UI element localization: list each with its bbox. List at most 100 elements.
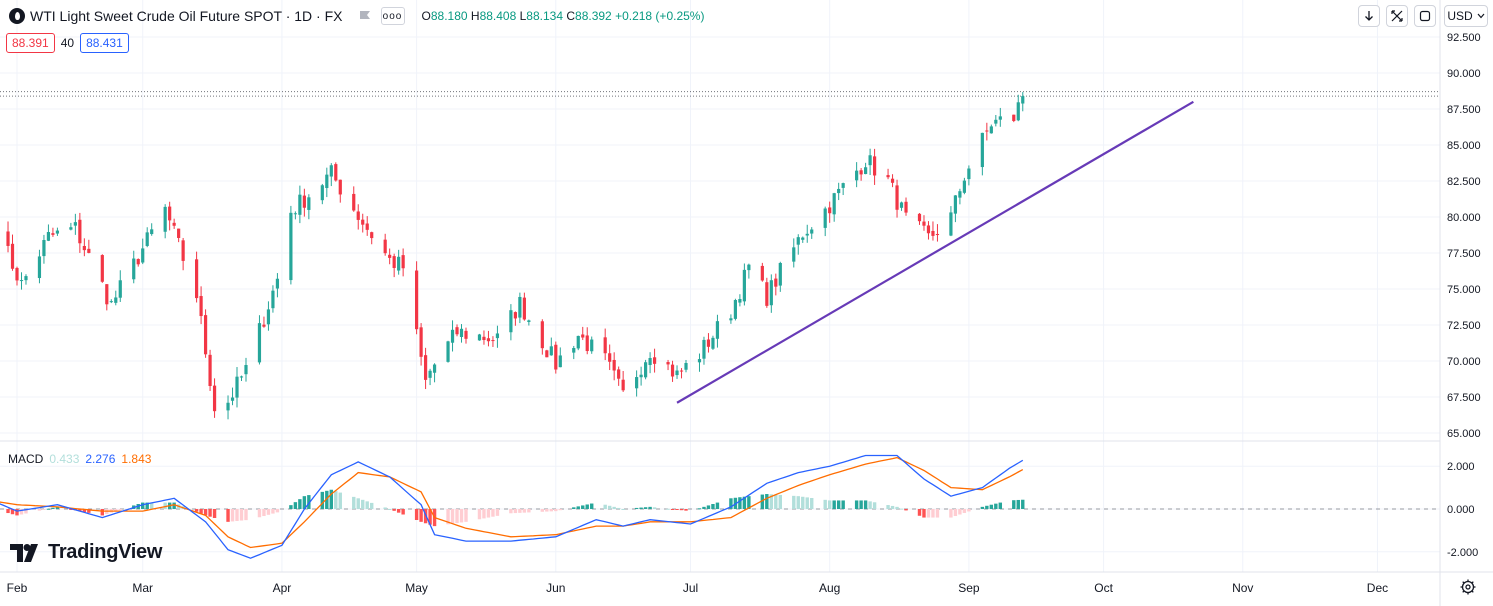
- candle-down: [828, 207, 832, 214]
- macd-histogram-bar: [46, 508, 51, 510]
- price-axis[interactable]: 92.500 90.000 87.500 85.000 82.500 80.000 77.5…: [1447, 32, 1481, 440]
- fullscreen-icon[interactable]: [1386, 5, 1408, 27]
- candle-up: [805, 233, 809, 236]
- candle-down: [208, 354, 212, 387]
- time-tick-label: Feb: [7, 581, 28, 595]
- candle-down: [87, 248, 91, 253]
- flag-icon[interactable]: [357, 8, 373, 24]
- candle-up: [989, 126, 993, 134]
- macd-histogram-bar: [715, 502, 720, 509]
- candle-down: [666, 362, 670, 365]
- macd-histogram-bar: [769, 494, 774, 509]
- macd-histogram-bar: [6, 509, 10, 514]
- macd-histogram-bar: [666, 508, 670, 510]
- price-tick-label: 90.000: [1447, 68, 1481, 80]
- macd-histogram-bar: [42, 509, 46, 510]
- macd-histogram-bar: [141, 502, 145, 509]
- macd-histogram-bar: [464, 509, 468, 522]
- macd-histogram-bar: [832, 500, 836, 509]
- macd-histogram-bar: [742, 496, 747, 509]
- candle-down: [1012, 114, 1016, 121]
- macd-axis[interactable]: 2.000 0.000 -2.000: [1447, 461, 1478, 559]
- bid-price-button[interactable]: 88.391: [6, 33, 55, 53]
- macd-legend[interactable]: MACD 0.433 2.276 1.843: [8, 452, 151, 466]
- macd-line: [0, 454, 1024, 559]
- candle-up: [244, 365, 248, 375]
- time-tick-label: Mar: [132, 581, 153, 595]
- tradingview-logo[interactable]: TradingView: [10, 541, 162, 564]
- chevron-down-icon: [1477, 13, 1485, 19]
- candle-up: [1016, 102, 1020, 121]
- macd-histogram-bar: [482, 509, 486, 519]
- candle-down: [581, 334, 585, 338]
- symbol-title[interactable]: WTI Light Sweet Crude Oil Future SPOT · …: [4, 2, 412, 30]
- candle-up: [477, 334, 482, 341]
- candle-up: [648, 358, 652, 365]
- price-tick-label: 72.500: [1447, 320, 1481, 332]
- price-tick-label: 85.000: [1447, 140, 1481, 152]
- ask-price-button[interactable]: 88.431: [80, 33, 129, 53]
- macd-histogram-bar: [271, 509, 275, 514]
- candle-down: [522, 297, 526, 320]
- macd-histogram-bar: [540, 509, 545, 512]
- macd-histogram-bar: [872, 502, 877, 509]
- candle-up: [46, 232, 51, 241]
- macd-histogram-bar: [82, 509, 87, 512]
- macd-histogram-bar: [401, 509, 405, 515]
- candle-up: [994, 119, 998, 124]
- bid-ask-row: 88.391 40 88.431: [6, 33, 129, 53]
- change-value: +0.218 (+0.25%): [615, 9, 705, 23]
- price-tick-label: 67.500: [1447, 392, 1481, 404]
- reset-icon[interactable]: [1414, 5, 1436, 27]
- candle-down: [177, 228, 181, 238]
- macd-histogram-bar: [836, 500, 841, 509]
- candle-down: [203, 315, 208, 355]
- macd-histogram-bar: [414, 509, 419, 521]
- macd-histogram-bar: [863, 500, 868, 509]
- candle-up: [527, 320, 531, 322]
- candle-down: [78, 219, 82, 244]
- macd-histogram-bar: [590, 503, 594, 509]
- time-axis[interactable]: FebMarAprMayJunJulAugSepOctNovDec2024: [7, 581, 1493, 595]
- macd-histogram-bar: [935, 509, 940, 518]
- macd-histogram-bar: [203, 509, 208, 516]
- candle-down: [554, 344, 558, 370]
- settings-gear-icon[interactable]: [1459, 578, 1477, 596]
- candle-up: [446, 341, 450, 362]
- candle-up: [711, 337, 715, 349]
- candles-series: [6, 92, 1025, 420]
- candle-up: [980, 132, 984, 168]
- macd-histogram-bar: [576, 506, 580, 509]
- open-value: 88.180: [430, 9, 468, 23]
- close-value: 88.392: [575, 9, 612, 23]
- macd-histogram-bar: [518, 509, 522, 513]
- macd-histogram-bar: [854, 500, 859, 509]
- macd-histogram-bar: [774, 494, 778, 509]
- candle-down: [415, 270, 419, 330]
- candle-down: [904, 201, 908, 213]
- candle-up: [73, 222, 77, 226]
- currency-selector[interactable]: USD: [1444, 5, 1488, 27]
- macd-histogram-bar: [841, 500, 845, 509]
- currency-label: USD: [1447, 9, 1473, 23]
- candle-down: [774, 278, 778, 287]
- down-arrow-icon[interactable]: [1358, 5, 1380, 27]
- oil-drop-icon: [9, 8, 25, 24]
- macd-histogram-bar: [810, 497, 814, 509]
- candle-up: [325, 174, 329, 189]
- spread-value: 40: [60, 36, 75, 50]
- macd-histogram-bar: [706, 505, 711, 509]
- trendline[interactable]: [676, 100, 1194, 404]
- candle-up: [635, 377, 639, 389]
- candle-down: [540, 321, 544, 349]
- macd-signal-line: [0, 456, 1024, 549]
- macd-histogram-bar: [980, 506, 985, 509]
- candle-down: [608, 353, 612, 362]
- time-tick-label: Jun: [546, 581, 565, 595]
- macd-histogram-bar: [302, 496, 307, 509]
- candle-up: [590, 339, 594, 352]
- more-options-button[interactable]: ooo: [380, 7, 405, 25]
- candle-up: [114, 297, 118, 303]
- candle-up: [576, 335, 580, 349]
